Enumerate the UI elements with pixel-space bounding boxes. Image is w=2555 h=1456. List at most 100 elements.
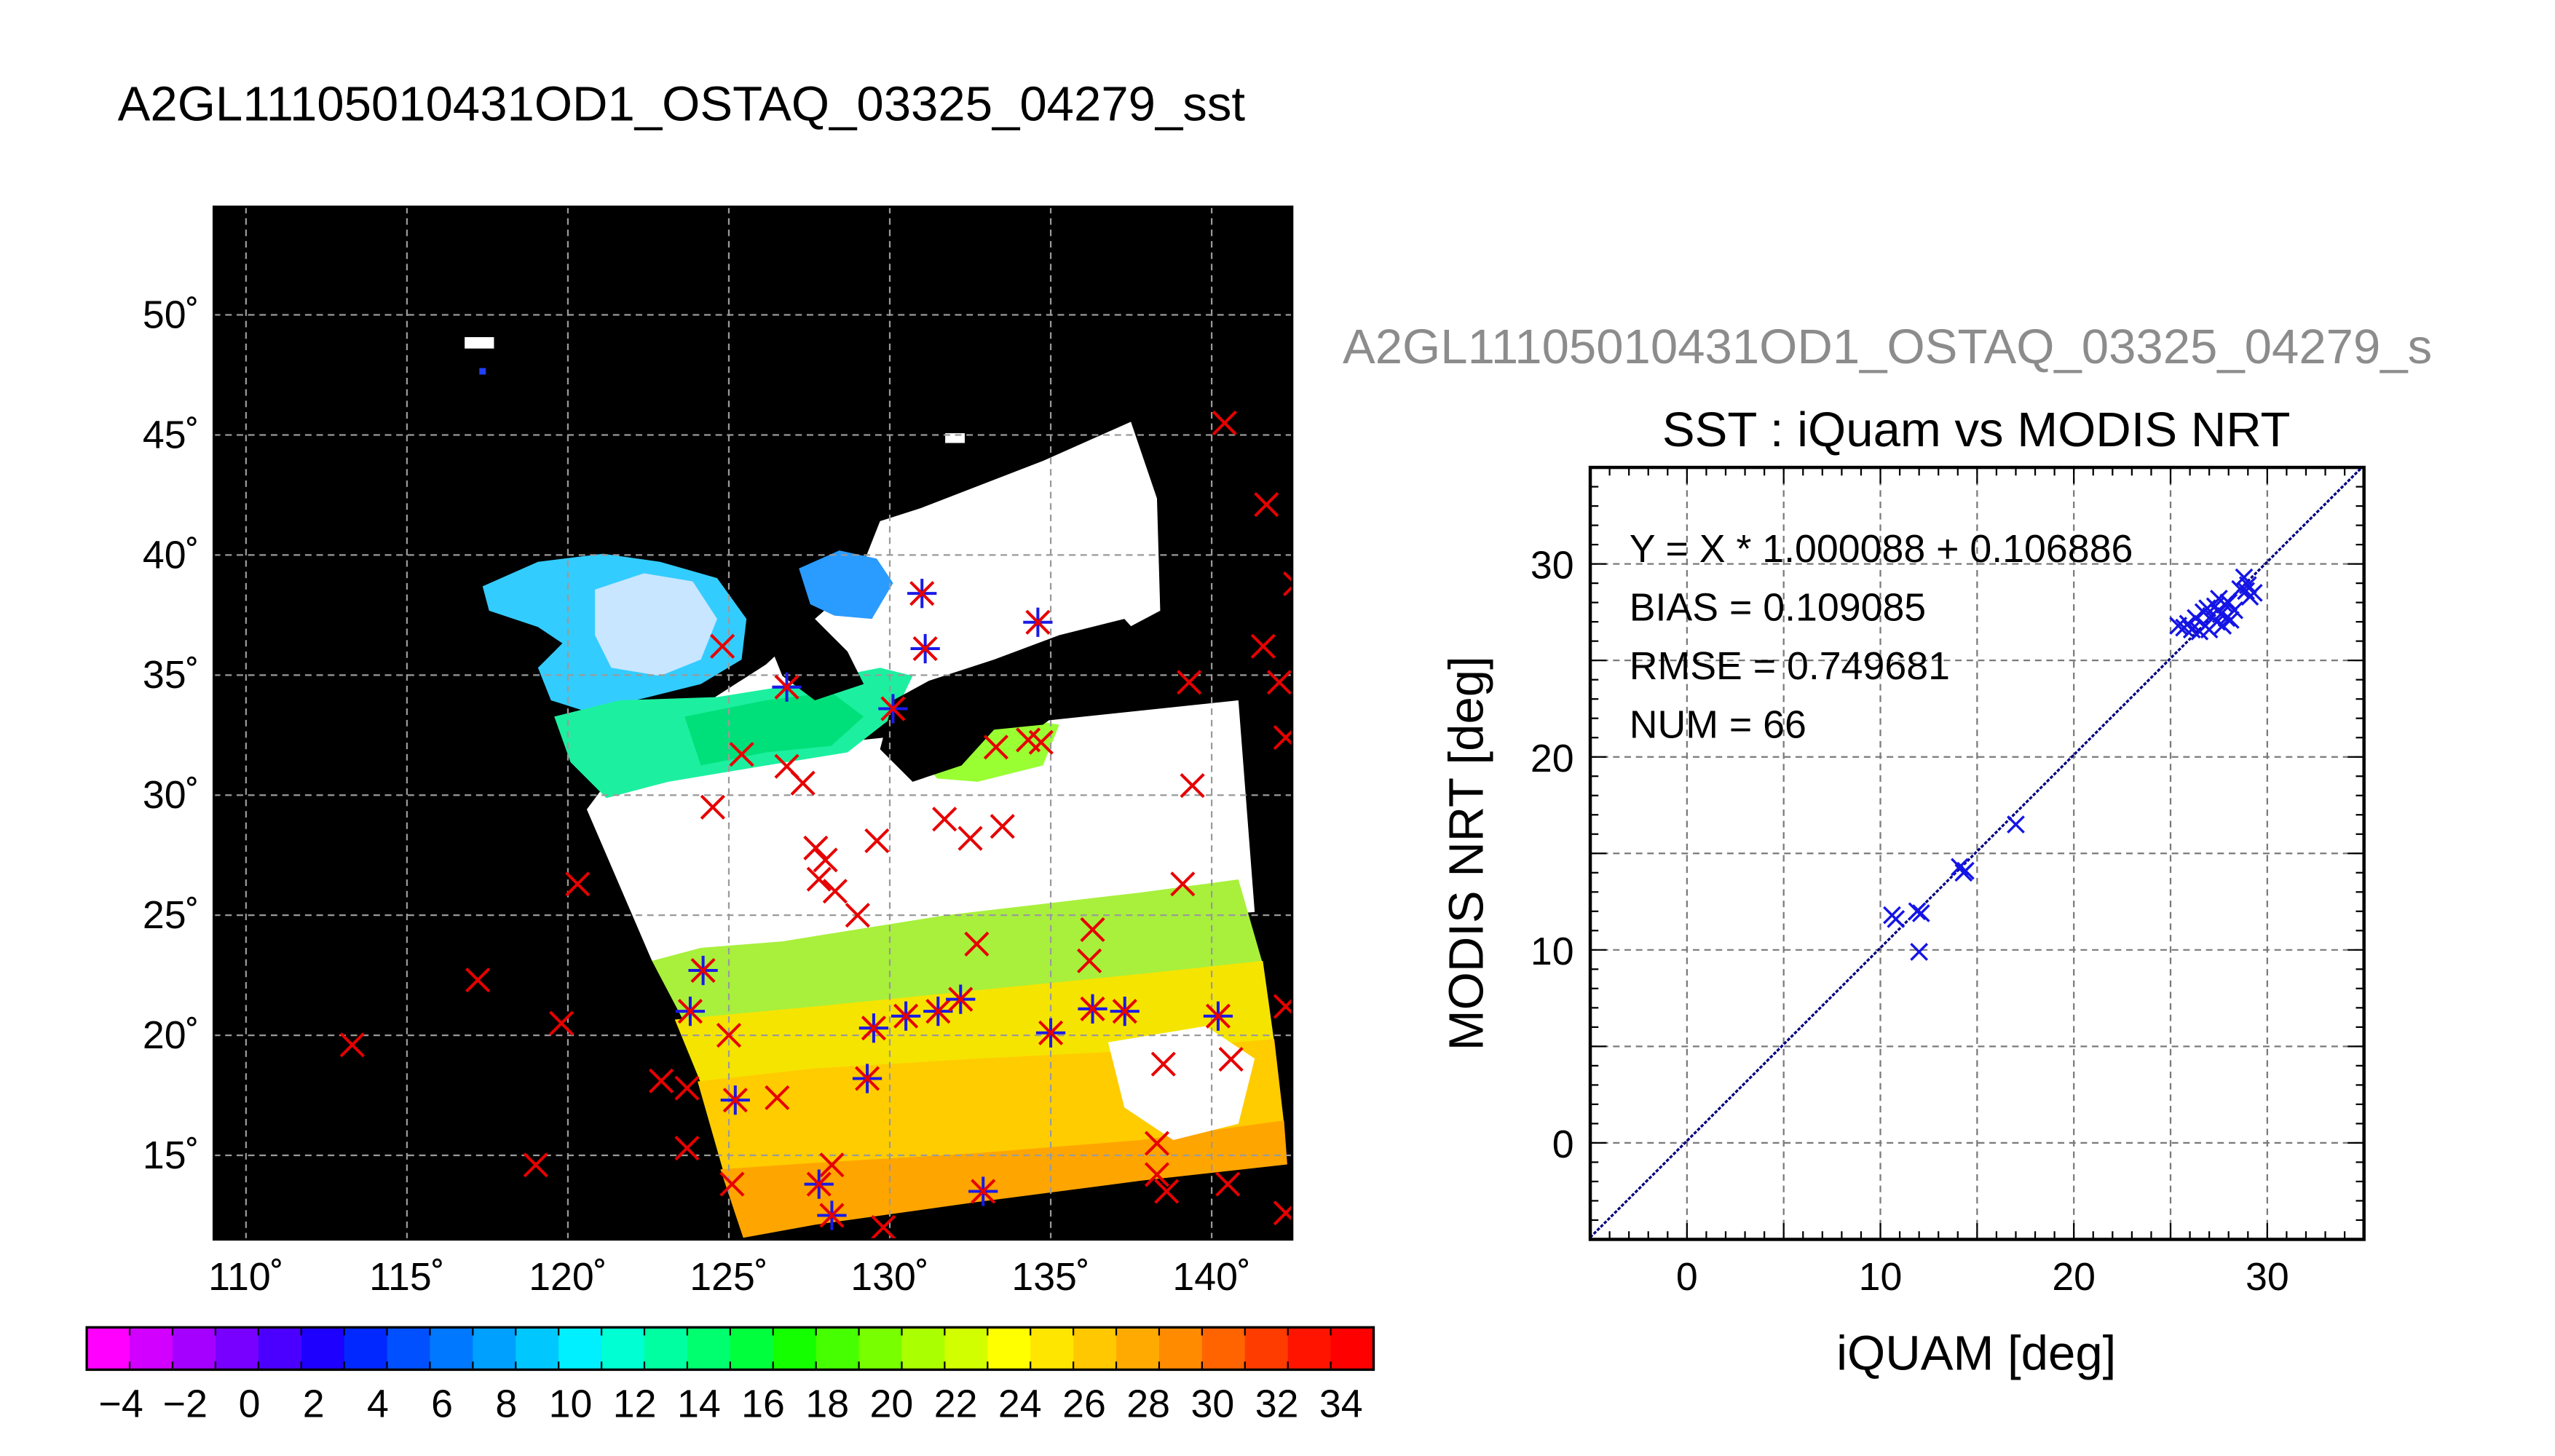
colorbar-swatch <box>215 1327 259 1370</box>
colorbar-tick-label: 0 <box>239 1382 261 1425</box>
scatter-point <box>2219 593 2238 612</box>
matchup-marker-red <box>1273 1204 1292 1226</box>
matchup-marker-red <box>1215 1171 1241 1197</box>
matchup-marker-red <box>803 835 829 860</box>
colorbar-tick-label: 16 <box>741 1382 785 1425</box>
matchup-marker-red <box>1205 1003 1231 1029</box>
matchup-marker-red <box>1266 670 1292 695</box>
scatter-y-tick-label: 20 <box>1531 737 1574 780</box>
colorbar-swatch <box>858 1327 903 1370</box>
map-lat-labels: 15˚ 20˚ 25˚ 30˚ 35˚ 40˚ 45˚ 50˚ <box>143 293 200 1176</box>
colorbar-tick-label: 28 <box>1126 1382 1170 1425</box>
matchup-marker-red <box>465 968 491 993</box>
scatter-y-tick-label: 0 <box>1552 1123 1574 1166</box>
matchup-marker-red <box>806 866 832 892</box>
colorbar-swatch <box>1244 1327 1289 1370</box>
map-lon-tick-label: 125˚ <box>690 1255 767 1299</box>
colorbar-swatch <box>1287 1327 1332 1370</box>
map-lon-labels: 110˚ 115˚ 120˚ 125˚ 130˚ 135˚ 140˚ <box>208 1255 1251 1299</box>
scatter-point <box>1951 858 1969 877</box>
map-lat-tick-label: 15˚ <box>143 1133 200 1177</box>
map-lon-tick-label: 115˚ <box>369 1255 444 1299</box>
matchup-marker-red <box>700 794 725 820</box>
colorbar-swatch <box>1116 1327 1161 1370</box>
scatter-y-tick-label: 10 <box>1531 930 1574 973</box>
colorbar-swatch <box>1330 1327 1375 1370</box>
matchup-marker-red <box>649 1068 674 1093</box>
colorbar-tick-label: 4 <box>367 1382 389 1425</box>
matchup-marker-red <box>1150 1051 1176 1077</box>
matchup-marker-red <box>912 636 938 662</box>
stats-num: NUM = 66 <box>1630 703 1806 746</box>
colorbar-swatch <box>687 1327 731 1370</box>
matchup-marker-red <box>729 742 754 767</box>
north-speck <box>465 337 494 349</box>
matchup-marker-red <box>1025 609 1051 635</box>
matchup-marker-red <box>971 1179 996 1204</box>
scatter-point <box>1908 902 1927 921</box>
scatter-y-tick-label: 30 <box>1531 544 1574 587</box>
colorbar-swatch <box>387 1327 431 1370</box>
stats-fit-equation: Y = X * 1.000088 + 0.106886 <box>1630 527 2133 571</box>
scatter-x-tick-label: 10 <box>1859 1255 1903 1299</box>
colorbar-tick-label: −4 <box>99 1382 143 1425</box>
matchup-marker-red <box>677 999 703 1024</box>
colorbar-tick-label: 22 <box>934 1382 978 1425</box>
sst-cold-light <box>595 573 717 676</box>
scatter-y-label: MODIS NRT [deg] <box>1439 656 1493 1051</box>
matchup-marker-red <box>774 674 799 700</box>
matchup-marker-red <box>822 879 848 904</box>
colorbar-swatch <box>773 1327 817 1370</box>
colorbar-tick-label: 12 <box>613 1382 657 1425</box>
scatter-point <box>1911 904 1930 922</box>
scatter-x-tick-label: 20 <box>2052 1255 2096 1299</box>
map-lat-tick-label: 35˚ <box>143 653 200 697</box>
colorbar-swatch <box>258 1327 302 1370</box>
map-lat-tick-label: 20˚ <box>143 1013 200 1057</box>
scatter-x-tick-label: 0 <box>1676 1255 1698 1299</box>
land-korea <box>766 557 864 700</box>
colorbar-swatch <box>901 1327 946 1370</box>
matchup-marker-red <box>1273 729 1292 751</box>
sst-korea-east <box>795 550 893 620</box>
matchup-marker-red <box>925 999 951 1024</box>
matchup-marker-red <box>339 1032 365 1058</box>
matchup-marker-red <box>893 1003 919 1029</box>
matchup-marker-red <box>909 581 935 606</box>
matchup-marker-red <box>1144 1131 1170 1156</box>
matchup-marker-red <box>716 1023 742 1048</box>
matchup-marker-red <box>674 1136 700 1161</box>
scatter-grid <box>1590 467 2364 1240</box>
stats-rmse: RMSE = 0.749681 <box>1630 644 1950 688</box>
map-lat-tick-label: 50˚ <box>143 293 200 336</box>
matchup-marker-red <box>964 931 990 957</box>
map-markers <box>339 410 1292 1240</box>
scatter-title: SST : iQuam vs MODIS NRT <box>1662 403 2291 457</box>
colorbar-tick-label: 14 <box>677 1382 721 1425</box>
matchup-marker-red <box>1077 948 1102 973</box>
scatter-point <box>1910 943 1929 961</box>
scatter-stats: Y = X * 1.000088 + 0.106886 BIAS = 0.109… <box>1630 527 2133 747</box>
colorbar-tick-label: 20 <box>870 1382 914 1425</box>
matchup-marker-red <box>549 1010 574 1036</box>
colorbar-tick-label: 26 <box>1062 1382 1106 1425</box>
colorbar-swatch <box>1073 1327 1118 1370</box>
matchup-marker-red <box>948 986 974 1012</box>
matchup-marker-red <box>1218 1046 1244 1072</box>
map-frame <box>212 205 1294 1241</box>
colorbar-tick-label: −2 <box>163 1382 208 1425</box>
scatter-point <box>2182 620 2201 639</box>
colorbar-tick-label: 34 <box>1319 1382 1363 1425</box>
matchup-marker-red <box>1212 410 1237 436</box>
scatter-point <box>1954 863 1973 882</box>
matchup-marker-red <box>1250 633 1276 659</box>
land-japan <box>880 619 1154 782</box>
colorbar-tick-label: 2 <box>303 1382 325 1425</box>
matchup-marker-red <box>806 1171 832 1197</box>
colorbar-tick-label: 8 <box>495 1382 517 1425</box>
matchup-marker-red <box>957 826 983 851</box>
matchup-marker-red <box>1080 917 1105 943</box>
colorbar-swatch <box>87 1327 131 1370</box>
colorbar-swatch <box>344 1327 388 1370</box>
